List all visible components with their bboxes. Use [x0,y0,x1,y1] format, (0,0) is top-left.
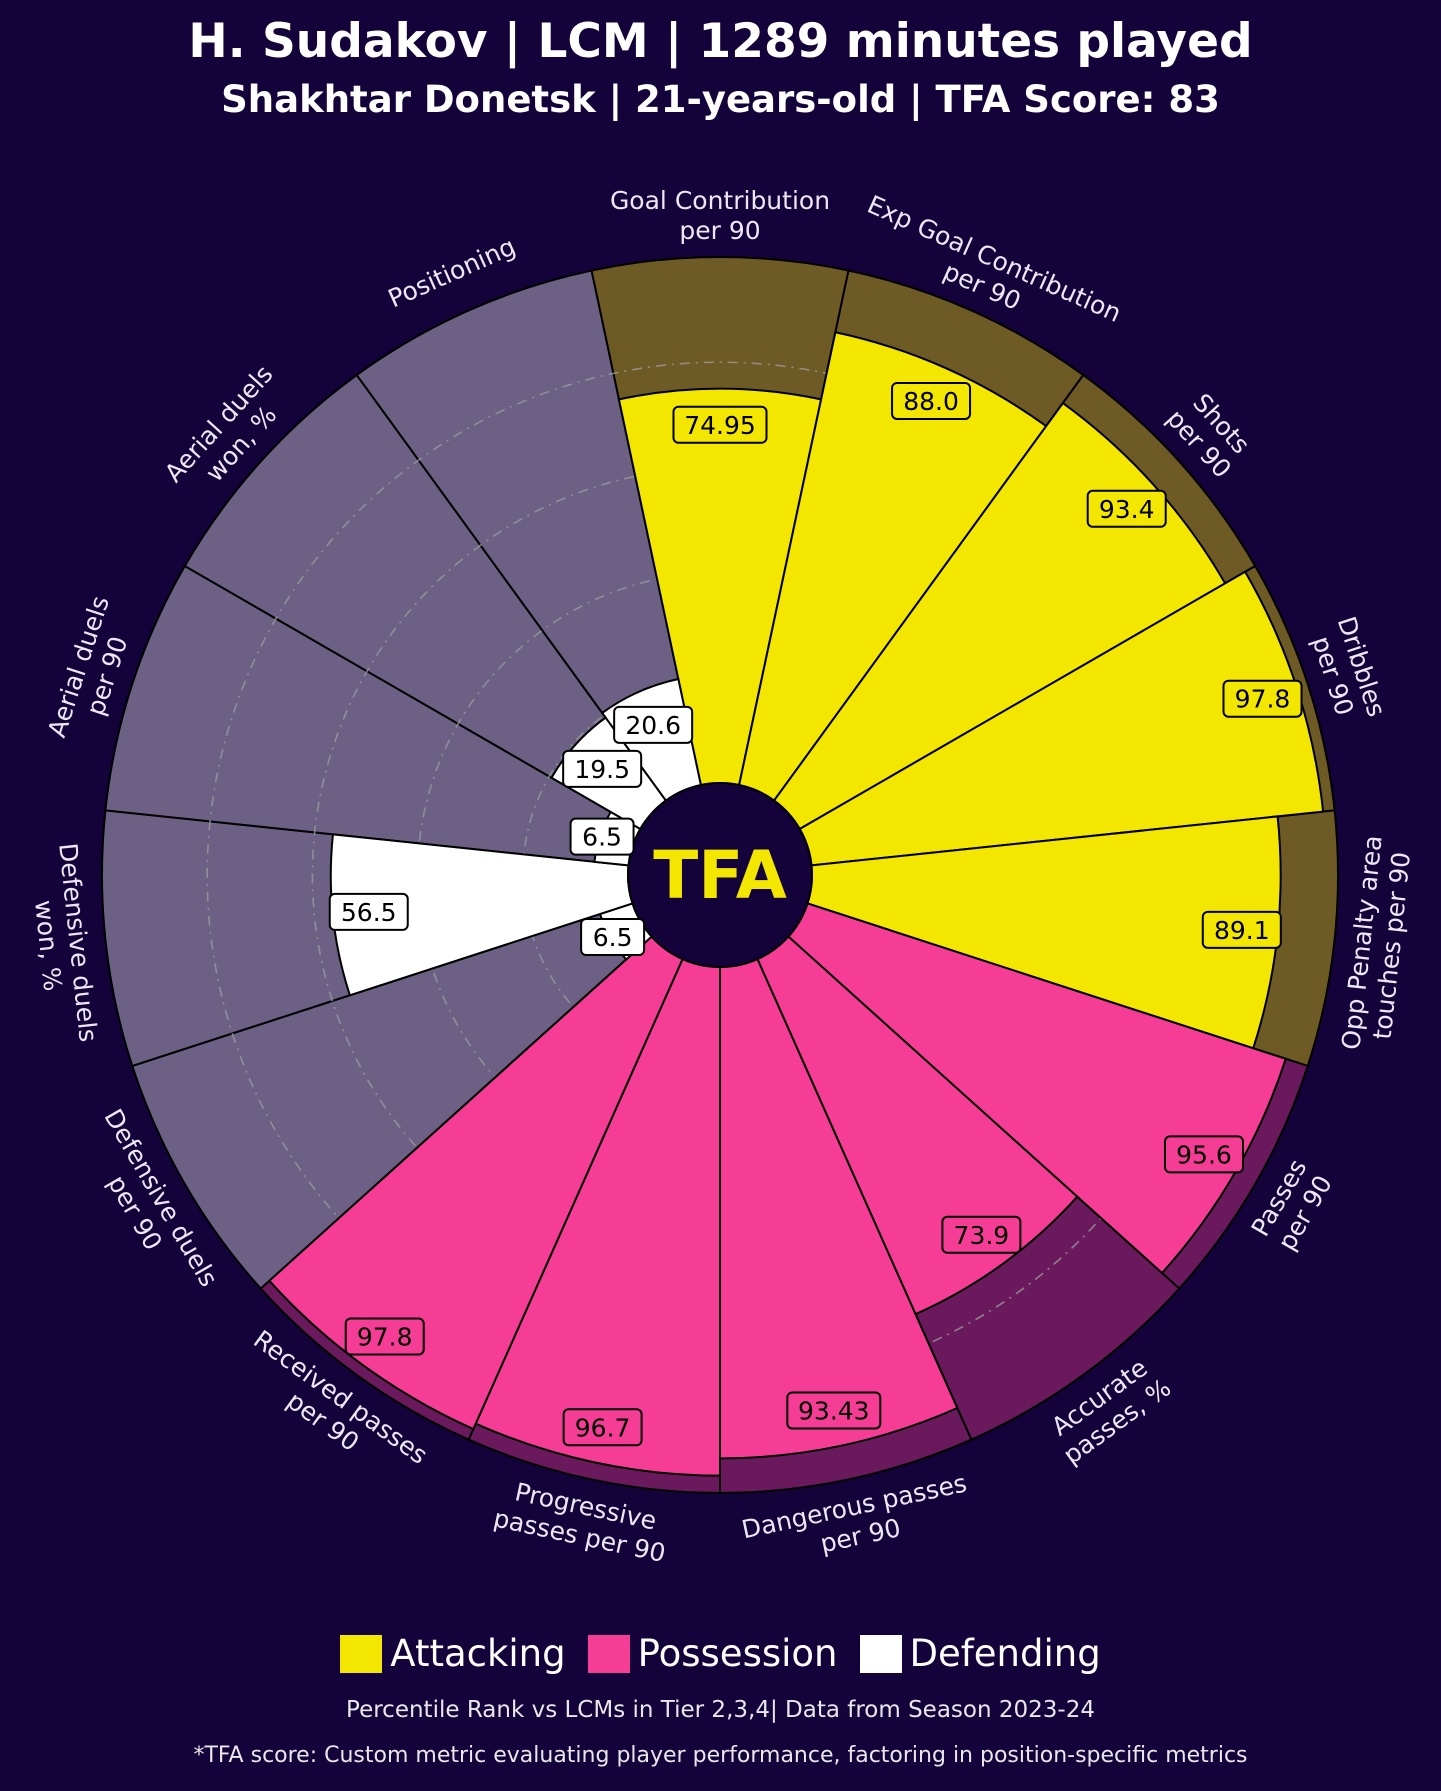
legend-item-defending: Defending [859,1632,1101,1675]
value-label-shots-per-90: 93.4 [1086,489,1167,528]
svg-text:20.6: 20.6 [625,711,681,740]
svg-text:73.9: 73.9 [954,1221,1010,1250]
value-label-defensive-duels-won: 56.5 [328,892,409,931]
svg-text:88.0: 88.0 [903,387,959,416]
svg-text:56.5: 56.5 [341,898,397,927]
legend-swatch-possession [587,1634,630,1673]
category-label-opp-penalty-area-touches-per-90: Opp Penalty areatouches per 90 [1336,834,1417,1054]
svg-text:95.6: 95.6 [1176,1140,1232,1169]
value-label-dribbles-per-90: 97.8 [1222,679,1303,718]
svg-text:93.43: 93.43 [798,1396,870,1425]
legend-label-defending: Defending [909,1632,1101,1675]
value-label-positioning: 20.6 [613,705,694,744]
svg-text:97.8: 97.8 [1235,685,1291,714]
value-label-received-passes-per-90: 97.8 [344,1317,425,1356]
center-circle [627,782,813,968]
category-label-defensive-duels-won: Defensive duelswon, % [23,842,103,1047]
svg-text:74.95: 74.95 [684,411,756,440]
value-label-opp-penalty-area-touches-per-90: 89.1 [1201,910,1282,949]
value-label-passes-per-90: 95.6 [1163,1135,1244,1174]
legend-item-attacking: Attacking [340,1632,566,1675]
footnote-tfa-score: *TFA score: Custom metric evaluating pla… [193,1743,1248,1768]
legend-label-attacking: Attacking [390,1632,566,1675]
value-label-progressive-passes-per-90: 96.7 [562,1408,643,1447]
svg-text:93.4: 93.4 [1099,495,1155,524]
tfa-logo: TFA [653,837,787,914]
value-label-defensive-duels-per-90: 6.5 [580,918,646,956]
svg-text:96.7: 96.7 [575,1413,631,1442]
chart-title: H. Sudakov | LCM | 1289 minutes played [188,14,1253,69]
value-label-accurate-passes: 73.9 [941,1215,1022,1254]
legend-item-possession: Possession [587,1632,838,1675]
svg-text:19.5: 19.5 [574,755,630,784]
chart-subtitle: Shakhtar Donetsk | 21-years-old | TFA Sc… [221,78,1220,121]
legend-swatch-defending [859,1634,902,1673]
value-label-aerial-duels-per-90: 6.5 [569,817,635,856]
legend-label-possession: Possession [637,1632,838,1675]
svg-text:6.5: 6.5 [582,823,622,852]
legend: Attacking Possession Defending [0,1632,1441,1675]
value-label-aerial-duels-won: 19.5 [562,749,643,788]
footnote-data-source: Percentile Rank vs LCMs in Tier 2,3,4| D… [346,1697,1095,1723]
value-label-goal-contribution-per-90: 74.95 [672,405,768,444]
legend-swatch-attacking [340,1634,383,1673]
svg-text:89.1: 89.1 [1214,916,1270,945]
value-label-dangerous-passes-per-90: 93.43 [786,1391,882,1430]
svg-text:6.5: 6.5 [593,923,633,952]
value-label-exp-goal-contribution-per-90: 88.0 [891,381,972,420]
svg-text:97.8: 97.8 [357,1322,413,1351]
category-label-goal-contribution-per-90: Goal Contribution per 90 [610,186,830,245]
